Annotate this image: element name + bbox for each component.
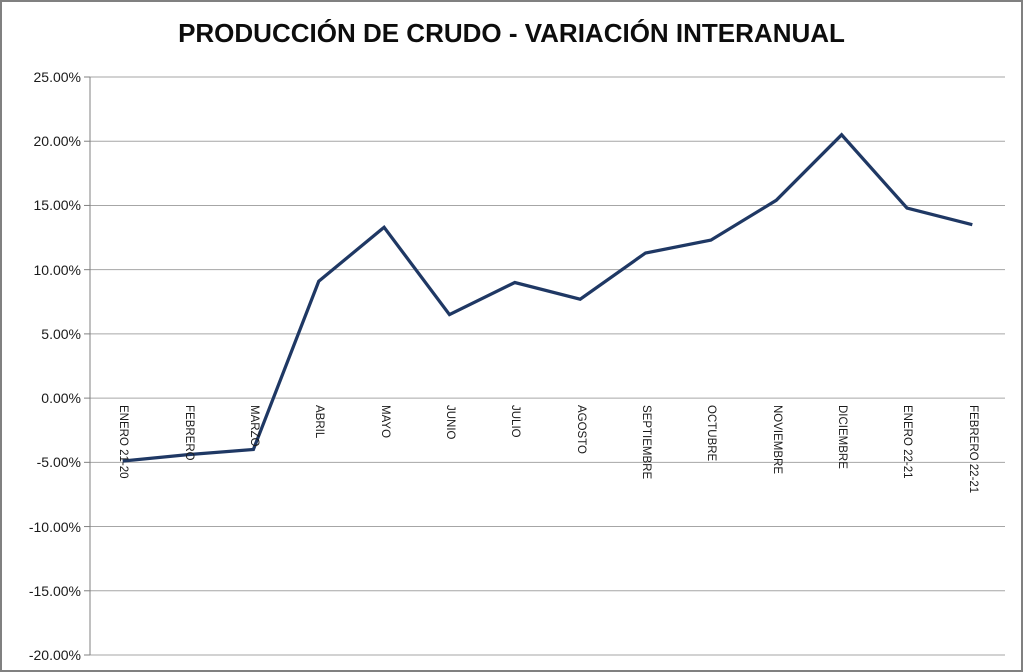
x-axis-category-label: ENERO 22-21 xyxy=(901,405,914,479)
y-axis-tick-label: -5.00% xyxy=(36,454,81,471)
x-axis-category-label: NOVIEMBRE xyxy=(770,405,783,475)
y-axis-tick-label: 5.00% xyxy=(41,325,81,342)
x-axis-category-label: FEBRERO 22-21 xyxy=(966,405,979,494)
x-axis-category-label: OCTUBRE xyxy=(705,405,718,462)
x-axis-category-label: ENERO 21-20 xyxy=(117,405,130,479)
x-axis-category-label: MAYO xyxy=(378,405,391,439)
y-axis-tick-label: 10.00% xyxy=(33,261,81,278)
x-axis-category-label: SEPTIEMBRE xyxy=(640,405,653,480)
chart-title: PRODUCCIÓN DE CRUDO - VARIACIÓN INTERANU… xyxy=(178,18,845,48)
x-axis-category-label: JUNIO xyxy=(443,405,456,440)
data-series-line xyxy=(122,132,973,463)
y-axis-tick-label: -20.00% xyxy=(28,647,81,663)
x-axis-category-label: FEBRERO xyxy=(182,405,195,461)
y-axis-tick-label: 20.00% xyxy=(33,133,81,150)
y-axis-tick-label: 0.00% xyxy=(41,390,81,407)
x-axis-category-label: AGOSTO xyxy=(574,405,587,455)
x-axis-category-label: DICIEMBRE xyxy=(836,405,849,470)
y-axis-tick-label: -10.00% xyxy=(28,518,81,535)
y-axis-tick-label: 15.00% xyxy=(33,197,81,214)
y-axis-tick-label: -15.00% xyxy=(28,582,81,599)
x-axis-category-label: MARZO xyxy=(247,405,260,447)
x-axis-category-label: JULIO xyxy=(509,405,522,438)
y-axis-tick-label: 25.00% xyxy=(33,69,81,85)
x-axis-category-label: ABRIL xyxy=(313,405,326,439)
